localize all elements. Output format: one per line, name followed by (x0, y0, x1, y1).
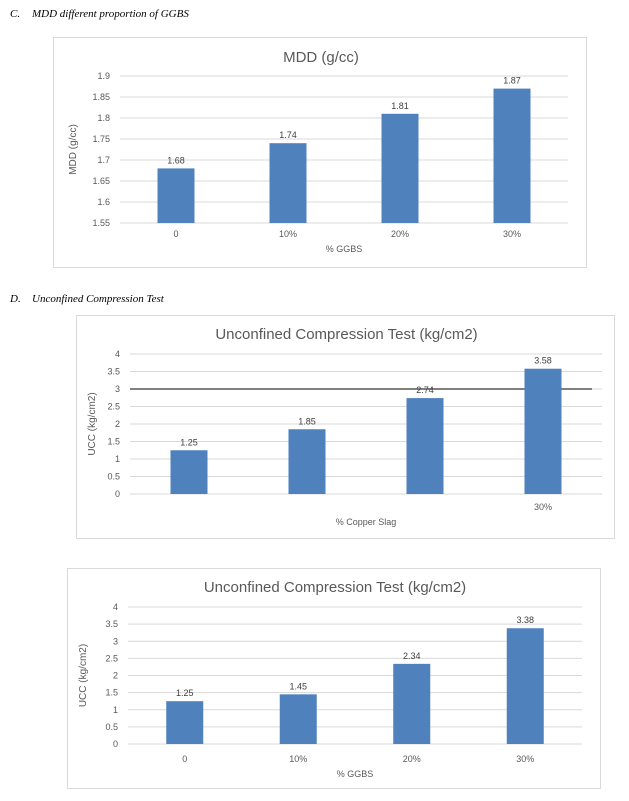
x-tick-label: 10% (289, 754, 307, 764)
bar (406, 398, 444, 494)
x-tick-label: 30% (503, 229, 521, 239)
data-label: 1.87 (503, 76, 521, 86)
y-tick-label: 2 (113, 671, 118, 681)
y-tick-label: 1.75 (92, 134, 110, 144)
chart-svg: MDD (g/cc) 1.55 1.6 1.65 1.7 1.75 1.8 1.85 1.9 1.… (68, 49, 568, 254)
y-tick-label: 1.85 (92, 92, 110, 102)
y-tick-label: 3 (115, 384, 120, 394)
bar (506, 628, 544, 744)
y-tick-label: 1 (113, 705, 118, 715)
section-c-heading: C. MDD different proportion of GGBS (10, 8, 189, 20)
bar (493, 88, 531, 223)
x-tick-label: 30% (534, 502, 552, 512)
ucc-copper-slag-chart: Unconfined Compression Test (kg/cm2) 0 0.5… (76, 315, 615, 539)
y-tick-label: 3.5 (107, 367, 120, 377)
data-label: 1.68 (167, 155, 185, 165)
y-tick-label: 1.8 (97, 113, 110, 123)
y-tick-label: 0 (115, 489, 120, 499)
data-label: 3.58 (534, 356, 552, 366)
y-tick-label: 2.5 (107, 402, 120, 412)
mdd-chart: MDD (g/cc) 1.55 1.6 1.65 1.7 1.75 1.8 1.85 1.9 1.… (53, 37, 587, 268)
data-label: 1.74 (279, 130, 297, 140)
bar (381, 113, 419, 223)
section-d-title: Unconfined Compression Test (32, 293, 164, 305)
bar (157, 168, 195, 223)
y-axis-label: UCC (kg/cm2) (87, 392, 98, 455)
x-tick-label: 20% (403, 754, 421, 764)
data-label: 2.74 (416, 385, 434, 395)
bar (166, 701, 204, 744)
data-label: 1.85 (298, 416, 316, 426)
data-label: 3.38 (516, 615, 534, 625)
y-tick-label: 1.65 (92, 176, 110, 186)
y-axis-label: UCC (kg/cm2) (78, 644, 89, 707)
chart-svg: Unconfined Compression Test (kg/cm2) 0 0.5… (78, 579, 582, 779)
chart-title: Unconfined Compression Test (kg/cm2) (215, 326, 477, 343)
data-label: 1.45 (289, 681, 307, 691)
chart-svg: Unconfined Compression Test (kg/cm2) 0 0.5… (87, 326, 602, 527)
y-tick-label: 0 (113, 739, 118, 749)
x-tick-label: 20% (391, 229, 409, 239)
y-tick-label: 1.7 (97, 155, 110, 165)
bar (170, 450, 208, 494)
x-tick-label: 30% (516, 754, 534, 764)
y-tick-label: 3 (113, 636, 118, 646)
bar (269, 143, 307, 223)
x-axis-label: % GGBS (337, 769, 374, 779)
x-axis-label: % GGBS (326, 244, 363, 254)
bar (524, 368, 562, 494)
chart-title: MDD (g/cc) (283, 49, 359, 66)
bar (393, 663, 431, 744)
y-tick-label: 2 (115, 419, 120, 429)
data-label: 1.25 (176, 688, 194, 698)
y-tick-label: 2.5 (105, 653, 118, 663)
bar (288, 429, 326, 494)
ucc-ggbs-chart: Unconfined Compression Test (kg/cm2) 0 0.5… (67, 568, 601, 789)
x-axis-label: % Copper Slag (336, 517, 397, 527)
section-c-number: C. (10, 8, 21, 20)
y-tick-label: 4 (115, 349, 120, 359)
x-tick-label: 0 (173, 229, 178, 239)
y-tick-label: 4 (113, 602, 118, 612)
y-tick-label: 0.5 (105, 722, 118, 732)
chart-title: Unconfined Compression Test (kg/cm2) (204, 579, 466, 596)
section-d-number: D. (10, 293, 21, 305)
y-tick-label: 1 (115, 454, 120, 464)
y-tick-label: 1.5 (105, 688, 118, 698)
y-tick-label: 1.55 (92, 218, 110, 228)
data-label: 2.34 (403, 651, 421, 661)
y-tick-label: 1.5 (107, 437, 120, 447)
y-tick-label: 1.9 (97, 71, 110, 81)
section-c-title: MDD different proportion of GGBS (32, 8, 189, 20)
y-tick-label: 3.5 (105, 619, 118, 629)
data-label: 1.25 (180, 437, 198, 447)
y-axis-label: MDD (g/cc) (68, 124, 79, 175)
bar (279, 694, 317, 744)
y-tick-label: 1.6 (97, 197, 110, 207)
section-d-heading: D. Unconfined Compression Test (10, 293, 164, 305)
x-tick-label: 0 (182, 754, 187, 764)
x-tick-label: 10% (279, 229, 297, 239)
data-label: 1.81 (391, 101, 409, 111)
y-tick-label: 0.5 (107, 472, 120, 482)
